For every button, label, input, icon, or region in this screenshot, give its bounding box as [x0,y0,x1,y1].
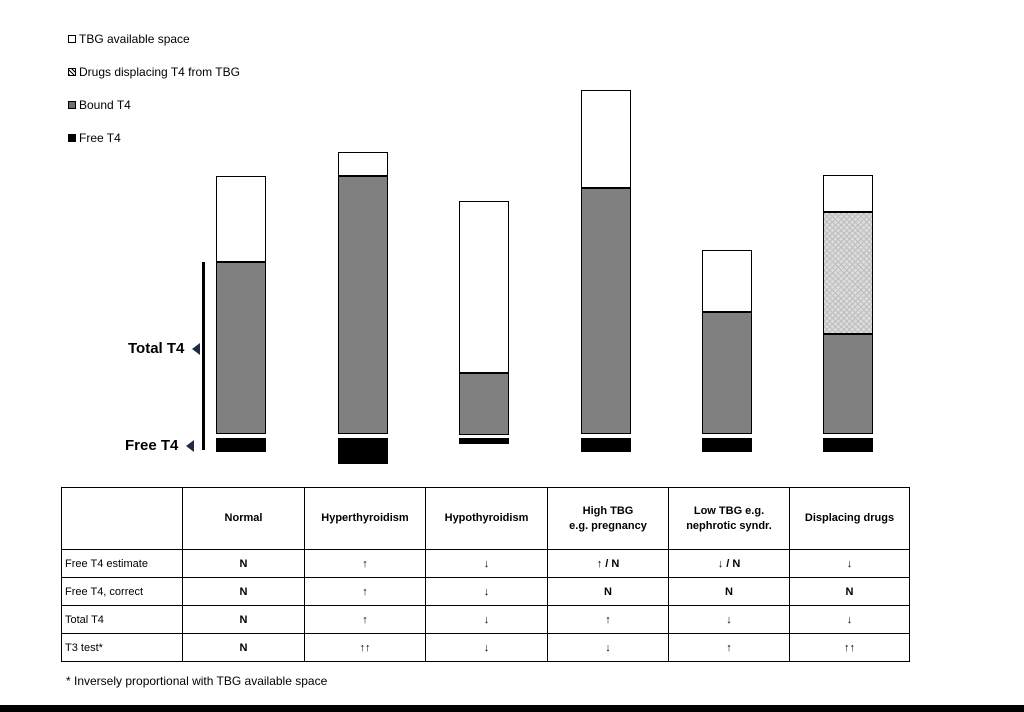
table-cell: N [789,577,910,606]
table-cell: N [182,577,305,606]
table-header-high-tbg: High TBG e.g. pregnancy [547,487,669,550]
legend-item-bound-t4: Bound T4 [68,97,240,113]
table-cell: ↑ [668,633,790,662]
hatched-square-icon [68,68,76,76]
bottom-border [0,705,1024,712]
table-header-corner [61,487,183,550]
table-header-normal: Normal [182,487,305,550]
bar-bound-segment [216,262,266,434]
table-cell: N [182,549,305,578]
bar-bound-segment [459,373,509,435]
table-cell: ↓ [425,549,548,578]
legend-label: Free T4 [79,131,121,145]
table-cell: ↓ [425,605,548,634]
table-cell: ↓ [789,549,910,578]
legend-item-free-t4: Free T4 [68,130,240,146]
bar-free-segment [338,438,388,464]
bar-space-segment [823,175,873,212]
bar-bound-segment [581,188,631,434]
footnote: * Inversely proportional with TBG availa… [66,674,328,688]
triangle-pointer-icon [186,440,194,452]
legend-item-drugs: Drugs displacing T4 from TBG [68,64,240,80]
table-cell: ↓ [789,605,910,634]
bar-free-segment [702,438,752,452]
table-cell: ↓ / N [668,549,790,578]
bar-space-segment [459,201,509,373]
table-row: Total T4 N ↑ ↓ ↑ ↓ ↓ [61,605,910,634]
table-cell: ↑ [547,605,669,634]
triangle-pointer-icon [192,343,200,355]
table-cell: N [182,605,305,634]
bar-space-segment [338,152,388,176]
table-cell: ↑↑ [304,633,426,662]
row-label: Free T4, correct [61,577,183,606]
total-t4-range-line [202,262,205,450]
bar-bound-segment [702,312,752,434]
legend-item-tbg-space: TBG available space [68,31,240,47]
table-cell: ↓ [425,633,548,662]
legend: TBG available space Drugs displacing T4 … [68,31,240,163]
empty-square-icon [68,35,76,43]
table-header-low-tbg: Low TBG e.g. nephrotic syndr. [668,487,790,550]
table-header-displacing-drugs: Displacing drugs [789,487,910,550]
table-row: Free T4 estimate N ↑ ↓ ↑ / N ↓ / N ↓ [61,549,910,578]
legend-label: Bound T4 [79,98,131,112]
row-label: T3 test* [61,633,183,662]
bar-bound-segment [823,334,873,434]
table-cell: ↑↑ [789,633,910,662]
table-cell: ↑ [304,605,426,634]
legend-label: Drugs displacing T4 from TBG [79,65,240,79]
bar-free-segment [581,438,631,452]
table-header-hypothyroidism: Hypothyroidism [425,487,548,550]
table-header-row: Normal Hyperthyroidism Hypothyroidism Hi… [61,487,910,550]
bar-free-segment [459,438,509,444]
bar-drug-segment [823,212,873,334]
free-t4-range-label: Free T4 [125,437,179,454]
bar-space-segment [581,90,631,188]
table-cell: N [547,577,669,606]
bar-free-segment [823,438,873,452]
table-cell: ↓ [547,633,669,662]
bar-free-segment [216,438,266,452]
bar-space-segment [702,250,752,312]
legend-label: TBG available space [79,32,190,46]
bar-space-segment [216,176,266,262]
table-header-hyperthyroidism: Hyperthyroidism [304,487,426,550]
table-cell: ↓ [425,577,548,606]
row-label: Free T4 estimate [61,549,183,578]
table-row: T3 test* N ↑↑ ↓ ↓ ↑ ↑↑ [61,633,910,662]
total-t4-range-label: Total T4 [128,340,185,357]
table-cell: ↑ [304,577,426,606]
bar-bound-segment [338,176,388,434]
table-cell: ↑ [304,549,426,578]
table-cell: N [668,577,790,606]
gray-square-icon [68,101,76,109]
table-cell: N [182,633,305,662]
table-cell: ↑ / N [547,549,669,578]
black-square-icon [68,134,76,142]
comparison-table: Normal Hyperthyroidism Hypothyroidism Hi… [61,487,910,662]
stacked-bar-diagram [216,90,873,464]
row-label: Total T4 [61,605,183,634]
table-row: Free T4, correct N ↑ ↓ N N N [61,577,910,606]
table-cell: ↓ [668,605,790,634]
